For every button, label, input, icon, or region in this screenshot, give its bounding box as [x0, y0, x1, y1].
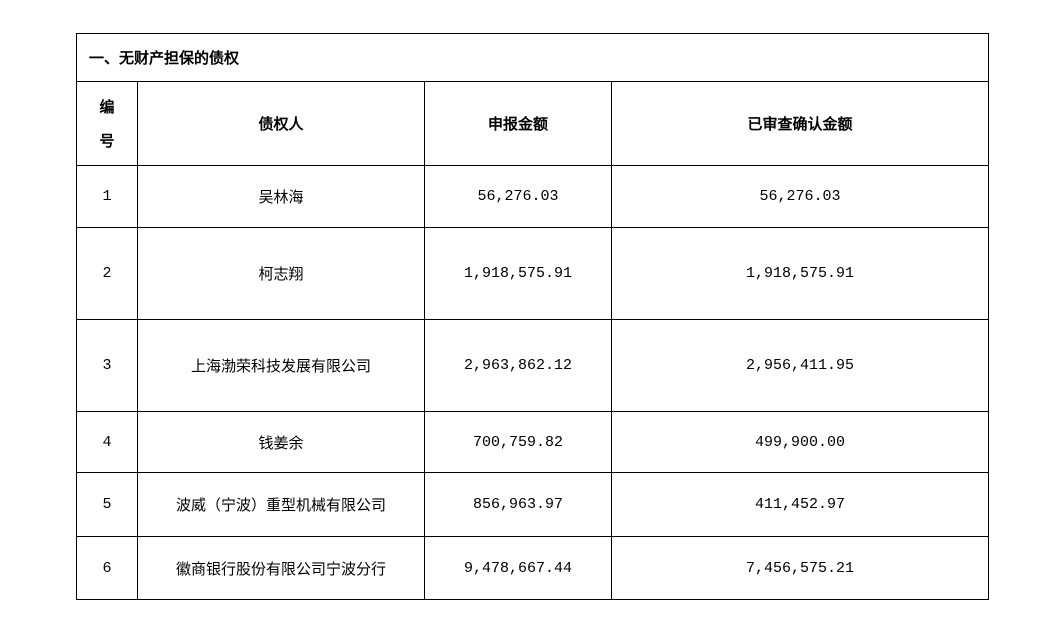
header-index: 编号 [76, 81, 138, 166]
header-index-line2: 号 [99, 131, 115, 150]
header-index-line1: 编 [99, 97, 115, 116]
confirmed-amount: 411,452.97 [610, 472, 990, 537]
declared-amount: 2,963,862.12 [424, 319, 612, 412]
creditor-name: 上海渤荣科技发展有限公司 [137, 319, 425, 412]
declared-amount: 1,918,575.91 [424, 227, 612, 320]
confirmed-amount: 1,918,575.91 [610, 227, 990, 320]
confirmed-amount: 2,956,411.95 [610, 319, 990, 412]
table-row: 1 吴林海 56,276.03 56,276.03 [76, 165, 990, 228]
section-title-row: 一、无财产担保的债权 [75, 33, 990, 82]
table-row: 6 徽商银行股份有限公司宁波分行 9,478,667.44 7,456,575.21 [76, 536, 990, 600]
declared-amount: 856,963.97 [424, 472, 612, 537]
creditor-name: 波威（宁波）重型机械有限公司 [137, 472, 425, 537]
confirmed-amount: 56,276.03 [610, 165, 990, 228]
row-number: 2 [76, 227, 138, 320]
header-confirmed-amount: 已审查确认金额 [610, 81, 990, 166]
declared-amount: 9,478,667.44 [424, 536, 612, 600]
table-row: 3 上海渤荣科技发展有限公司 2,963,862.12 2,956,411.95 [76, 319, 990, 412]
row-number: 6 [76, 536, 138, 600]
creditor-name: 柯志翔 [137, 227, 425, 320]
section-title: 一、无财产担保的债权 [75, 33, 990, 82]
header-declared-amount: 申报金额 [424, 81, 612, 166]
unsecured-claims-table: 一、无财产担保的债权 编号 债权人 申报金额 已审查确认金额 1 吴林海 56,27… [75, 33, 990, 600]
table-row: 2 柯志翔 1,918,575.91 1,918,575.91 [76, 227, 990, 320]
declared-amount: 56,276.03 [424, 165, 612, 228]
header-row: 编号 债权人 申报金额 已审查确认金额 [76, 81, 990, 166]
declared-amount: 700,759.82 [424, 411, 612, 473]
table-row: 4 钱姜余 700,759.82 499,900.00 [76, 411, 990, 473]
row-number: 1 [76, 165, 138, 228]
row-number: 4 [76, 411, 138, 473]
confirmed-amount: 7,456,575.21 [610, 536, 990, 600]
creditor-name: 钱姜余 [137, 411, 425, 473]
table-row: 5 波威（宁波）重型机械有限公司 856,963.97 411,452.97 [76, 472, 990, 537]
creditor-name: 吴林海 [137, 165, 425, 228]
header-creditor: 债权人 [137, 81, 425, 166]
row-number: 3 [76, 319, 138, 412]
confirmed-amount: 499,900.00 [610, 411, 990, 473]
row-number: 5 [76, 472, 138, 537]
creditor-name: 徽商银行股份有限公司宁波分行 [137, 536, 425, 600]
